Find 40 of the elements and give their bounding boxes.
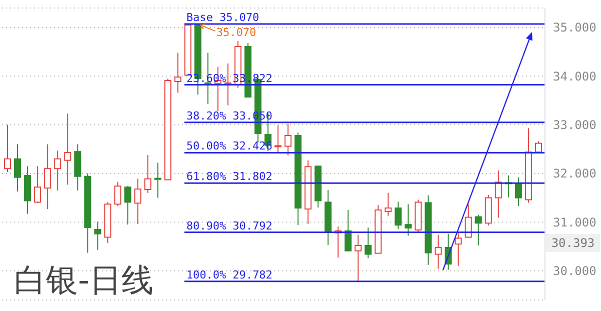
ref-line-label: Base 35.070 — [186, 11, 260, 24]
text: 30.393 — [546, 234, 600, 252]
y-tick-label: 30.000 — [553, 264, 596, 278]
candlestick — [474, 214, 482, 246]
candlestick — [354, 234, 362, 282]
y-tick-label: 33.000 — [553, 118, 596, 132]
candlestick — [404, 204, 412, 236]
candlestick — [464, 204, 472, 238]
candlestick — [114, 181, 122, 207]
candlestick — [144, 154, 152, 194]
candlestick — [344, 209, 352, 252]
candlestick — [174, 52, 182, 94]
candlestick — [44, 144, 52, 210]
candlestick — [364, 226, 372, 259]
y-tick-label: 31.000 — [553, 215, 596, 230]
candlestick — [384, 192, 392, 216]
candlestick — [4, 124, 11, 173]
text: 白银-日线 — [14, 261, 154, 299]
candlestick — [394, 201, 402, 230]
candlestick — [434, 234, 442, 270]
candlestick — [54, 150, 62, 191]
candlestick — [14, 144, 22, 192]
candlestick — [454, 232, 462, 266]
candlestick — [514, 176, 522, 207]
candlestick — [494, 170, 502, 218]
candlestick — [134, 178, 142, 225]
y-tick-label: 34.000 — [553, 69, 596, 84]
y-tick-label: 32.000 — [553, 166, 596, 181]
annotation: 35.070 — [216, 26, 256, 40]
candlestick — [34, 166, 42, 204]
candlestick — [274, 124, 282, 154]
ref-line-label: 100.0% 29.782 — [186, 268, 272, 282]
candlestick — [154, 162, 162, 198]
y-tick-label: 35.000 — [553, 20, 596, 35]
candlestick — [94, 221, 102, 250]
candlestick — [64, 113, 72, 186]
ref-line-label: 80.90% 30.792 — [186, 219, 272, 232]
candlestick — [284, 123, 292, 156]
ref-line-label: 61.80% 31.802 — [186, 170, 272, 184]
candlestick — [124, 186, 132, 226]
